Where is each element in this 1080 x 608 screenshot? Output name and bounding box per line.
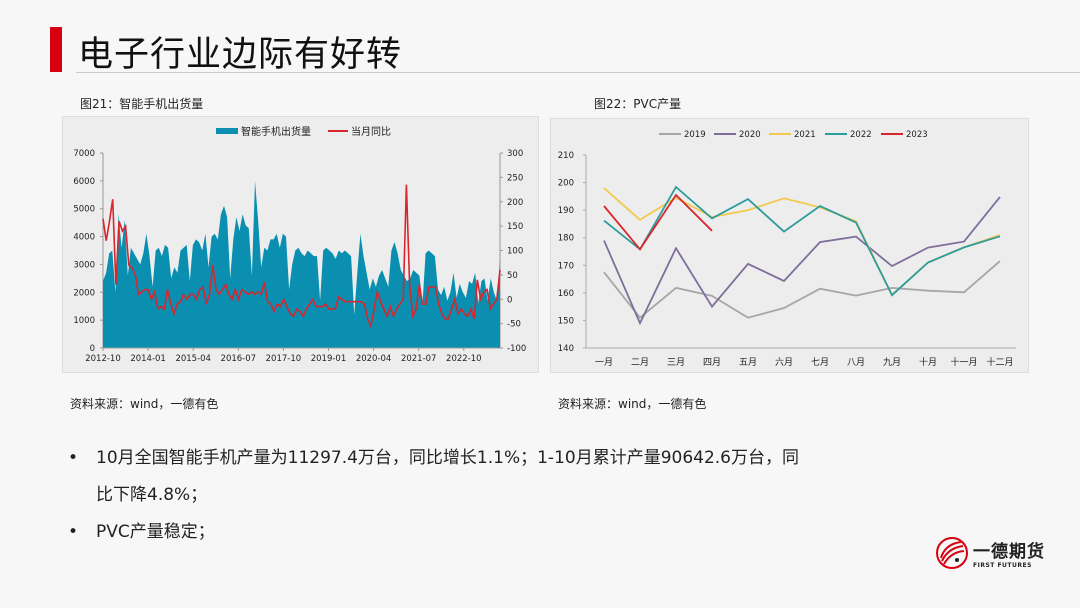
- svg-text:210: 210: [558, 151, 574, 161]
- svg-text:170: 170: [558, 261, 574, 271]
- svg-text:1000: 1000: [73, 316, 95, 326]
- svg-text:6000: 6000: [73, 177, 95, 187]
- svg-text:一月: 一月: [595, 357, 613, 368]
- series-line-2021: [603, 187, 1001, 297]
- svg-text:2021-07: 2021-07: [401, 354, 437, 364]
- svg-text:140: 140: [558, 344, 574, 354]
- svg-text:-50: -50: [507, 320, 521, 330]
- bullet-text: 比下降4.8%；: [96, 485, 208, 505]
- bullet-text: 10月全国智能手机产量为11297.4万台，同比增长1.1%；1-10月累计产量…: [96, 448, 800, 468]
- svg-text:180: 180: [558, 234, 574, 244]
- svg-text:0: 0: [507, 295, 512, 305]
- right-figure-caption: 图22：PVC产量: [594, 97, 682, 111]
- bullet-list: • 10月全国智能手机产量为11297.4万台，同比增长1.1%；1-10月累计…: [68, 440, 799, 551]
- svg-text:三月: 三月: [667, 357, 685, 368]
- svg-text:2015-04: 2015-04: [175, 354, 211, 364]
- svg-text:2016-07: 2016-07: [221, 354, 257, 364]
- svg-text:2017-10: 2017-10: [266, 354, 302, 364]
- page-title: 电子行业边际有好转: [78, 35, 403, 75]
- svg-text:六月: 六月: [775, 356, 793, 368]
- svg-text:2000: 2000: [73, 288, 95, 298]
- svg-text:-100: -100: [507, 344, 526, 354]
- series-line-2023: [603, 193, 713, 251]
- svg-text:2022: 2022: [850, 130, 872, 140]
- shipments-area: [103, 180, 500, 348]
- bullet-item: • 10月全国智能手机产量为11297.4万台，同比增长1.1%；1-10月累计…: [68, 440, 799, 477]
- svg-text:2022-10: 2022-10: [446, 354, 482, 364]
- svg-text:0: 0: [90, 344, 95, 354]
- smartphone-chart-svg: 智能手机出货量 当月同比01000200030004000500060007000…: [73, 125, 526, 364]
- chart-legend: 2019 2020 2021 2022 2023: [659, 130, 928, 140]
- logo-english-name: FIRST FUTURES: [973, 562, 1032, 569]
- series-line-2019: [603, 260, 1001, 319]
- svg-text:2019-01: 2019-01: [311, 354, 347, 364]
- title-accent-bar: [50, 27, 62, 72]
- first-futures-logo-icon: [936, 537, 968, 569]
- svg-text:200: 200: [558, 179, 574, 189]
- left-figure-caption: 图21：智能手机出货量: [80, 97, 204, 111]
- svg-text:2020: 2020: [739, 130, 761, 140]
- svg-text:2014-01: 2014-01: [130, 354, 166, 364]
- svg-text:50: 50: [507, 271, 518, 281]
- bullet-item: • PVC产量稳定；: [68, 514, 799, 551]
- yoy-line: [102, 184, 501, 329]
- pvc-production-chart: 2019 2020 2021 2022 2023 140 150 160 170 180 190 20…: [550, 118, 1029, 373]
- logo-chinese-name: 一德期货: [973, 542, 1045, 562]
- svg-text:2023: 2023: [906, 130, 928, 140]
- smartphone-shipments-chart: 智能手机出货量 当月同比 0 1000 2000 3000 4000 5000 6000 7000…: [62, 116, 539, 373]
- svg-text:7000: 7000: [73, 149, 95, 159]
- svg-text:当月同比: 当月同比: [351, 125, 391, 138]
- svg-text:2019: 2019: [684, 130, 706, 140]
- svg-text:八月: 八月: [847, 357, 865, 368]
- series-line-2020: [603, 196, 1001, 326]
- right-source-note: 资料来源：wind，一德有色: [558, 397, 707, 411]
- title-divider: [76, 72, 1080, 73]
- svg-text:2012-10: 2012-10: [85, 354, 121, 364]
- svg-text:七月: 七月: [811, 357, 829, 368]
- svg-text:250: 250: [507, 173, 523, 183]
- svg-text:2020-04: 2020-04: [356, 354, 392, 364]
- company-logo: 一德期货 FIRST FUTURES: [935, 536, 1045, 570]
- svg-text:4000: 4000: [73, 233, 95, 243]
- svg-text:2021: 2021: [794, 130, 816, 140]
- left-source-note: 资料来源：wind，一德有色: [70, 397, 219, 411]
- svg-text:5000: 5000: [73, 205, 95, 215]
- svg-text:100: 100: [507, 247, 523, 257]
- svg-text:160: 160: [558, 289, 574, 299]
- svg-text:五月: 五月: [739, 357, 757, 368]
- svg-text:十二月: 十二月: [986, 356, 1013, 368]
- series-line-2022: [603, 185, 1001, 297]
- bullet-item-continuation: 比下降4.8%；: [68, 477, 799, 514]
- svg-text:十一月: 十一月: [950, 356, 977, 368]
- bullet-dot-icon: •: [68, 448, 79, 468]
- svg-text:四月: 四月: [703, 357, 721, 368]
- svg-text:二月: 二月: [631, 357, 649, 368]
- bullet-text: PVC产量稳定；: [96, 522, 215, 542]
- pvc-chart-svg: 2019 2020 2021 2022 2023 140 150 160 170 180 190 20…: [558, 130, 1016, 368]
- svg-text:九月: 九月: [883, 357, 901, 368]
- svg-text:190: 190: [558, 206, 574, 216]
- svg-text:3000: 3000: [73, 260, 95, 270]
- chart-legend: 智能手机出货量 当月同比: [216, 125, 391, 138]
- svg-text:十月: 十月: [919, 356, 937, 368]
- bullet-dot-icon: •: [68, 522, 79, 542]
- svg-text:智能手机出货量: 智能手机出货量: [241, 125, 311, 138]
- svg-text:200: 200: [507, 198, 523, 208]
- svg-text:150: 150: [558, 316, 574, 326]
- svg-text:150: 150: [507, 222, 523, 232]
- svg-text:300: 300: [507, 149, 523, 159]
